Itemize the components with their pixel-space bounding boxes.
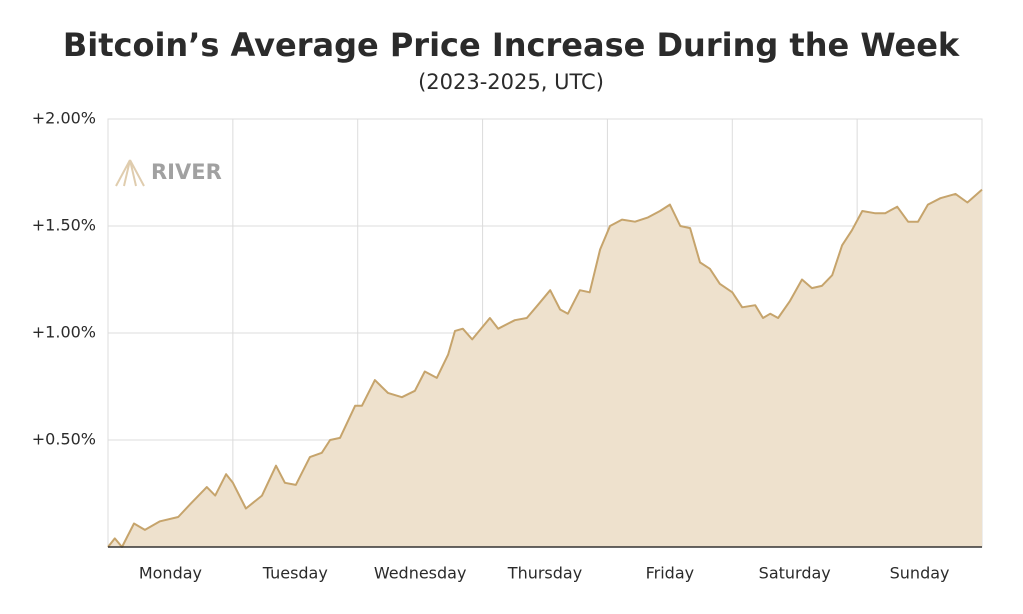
x-tick-label: Sunday [890, 564, 950, 583]
y-tick-label: +2.00% [32, 109, 96, 128]
chart-title: Bitcoin’s Average Price Increase During … [63, 26, 960, 64]
watermark: RIVER [115, 159, 222, 187]
x-tick-label: Tuesday [262, 564, 328, 583]
x-tick-label: Thursday [507, 564, 582, 583]
y-tick-label: +0.50% [32, 430, 96, 449]
y-tick-label: +1.50% [32, 216, 96, 235]
chart-subtitle: (2023-2025, UTC) [418, 70, 604, 94]
x-tick-label: Wednesday [374, 564, 467, 583]
y-tick-label: +1.00% [32, 323, 96, 342]
x-tick-label: Saturday [759, 564, 831, 583]
plot-area: +0.50% +1.00% +1.50% +2.00% Monday Tuesday Wed… [32, 109, 983, 583]
logo-icon [115, 159, 145, 187]
watermark-text: RIVER [151, 160, 222, 184]
x-tick-label: Monday [139, 564, 202, 583]
x-tick-label: Friday [646, 564, 695, 583]
area-fill [108, 189, 982, 547]
area-line [107, 188, 983, 548]
